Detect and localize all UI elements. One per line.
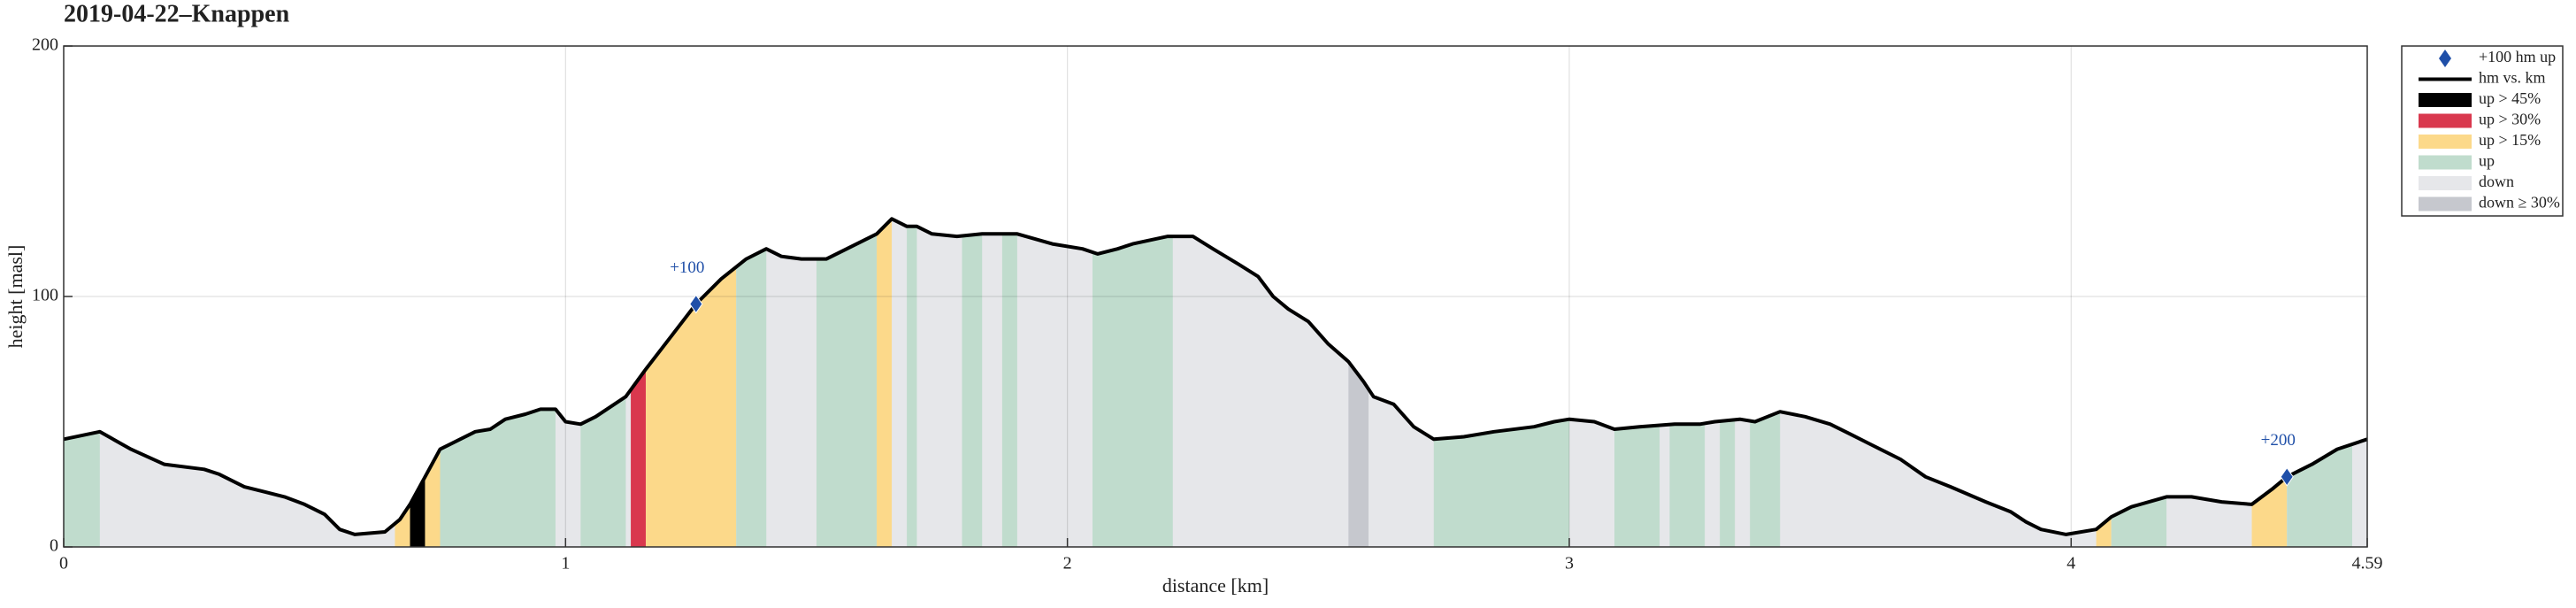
- legend-label: up > 15%: [2479, 131, 2541, 149]
- legend-label: hm vs. km: [2479, 69, 2546, 87]
- legend-label: +100 hm up: [2479, 48, 2556, 65]
- x-tick-label: 4: [2066, 554, 2075, 573]
- plot-frame: [63, 45, 2368, 548]
- y-tick-label: 100: [32, 286, 58, 305]
- band: [962, 219, 983, 547]
- band-area: [64, 219, 2367, 548]
- band: [816, 219, 878, 547]
- profile-line: [63, 217, 2368, 536]
- x-axis-label: distance [km]: [1162, 574, 1269, 596]
- x-tick-label: 4.59: [2352, 554, 2383, 573]
- y-axis-label: height [masl]: [4, 245, 27, 349]
- x-tick-label: 2: [1063, 554, 1072, 573]
- legend-label: down ≥ 30%: [2479, 194, 2560, 212]
- band: [1092, 219, 1173, 547]
- legend-label: up: [2479, 152, 2495, 170]
- y-tick-label: 0: [50, 536, 58, 556]
- legend-label: up > 30%: [2479, 111, 2541, 128]
- legend-label: up > 45%: [2479, 89, 2541, 107]
- band: [907, 219, 917, 547]
- marker-label: +100: [670, 258, 704, 277]
- chart-title: 2019-04-22–Knappen: [64, 0, 290, 27]
- legend-swatch: [2419, 135, 2472, 149]
- marker: [689, 294, 703, 314]
- y-tick-label: 200: [32, 35, 58, 55]
- legend-label: down: [2479, 173, 2514, 190]
- legend-swatch: [2419, 155, 2472, 170]
- legend-swatch: [2419, 113, 2472, 128]
- band: [877, 219, 893, 547]
- legend-marker: [2439, 50, 2451, 67]
- legend-swatch: [2419, 93, 2472, 107]
- marker: [2280, 466, 2294, 487]
- x-tick-label: 0: [59, 554, 68, 573]
- marker-label: +200: [2261, 431, 2296, 450]
- legend: +100 hm up hm vs. km up > 45% up > 30% up > …: [2419, 48, 2560, 212]
- x-tick-label: 1: [561, 554, 570, 573]
- legend-swatch: [2419, 196, 2472, 212]
- x-tick-label: 3: [1565, 554, 1574, 573]
- band: [1001, 219, 1017, 547]
- main: 0 1 2 3 4 4.59 0 100 200 +100 +200: [32, 35, 2383, 573]
- legend-swatch: [2419, 176, 2472, 190]
- band: [736, 219, 767, 547]
